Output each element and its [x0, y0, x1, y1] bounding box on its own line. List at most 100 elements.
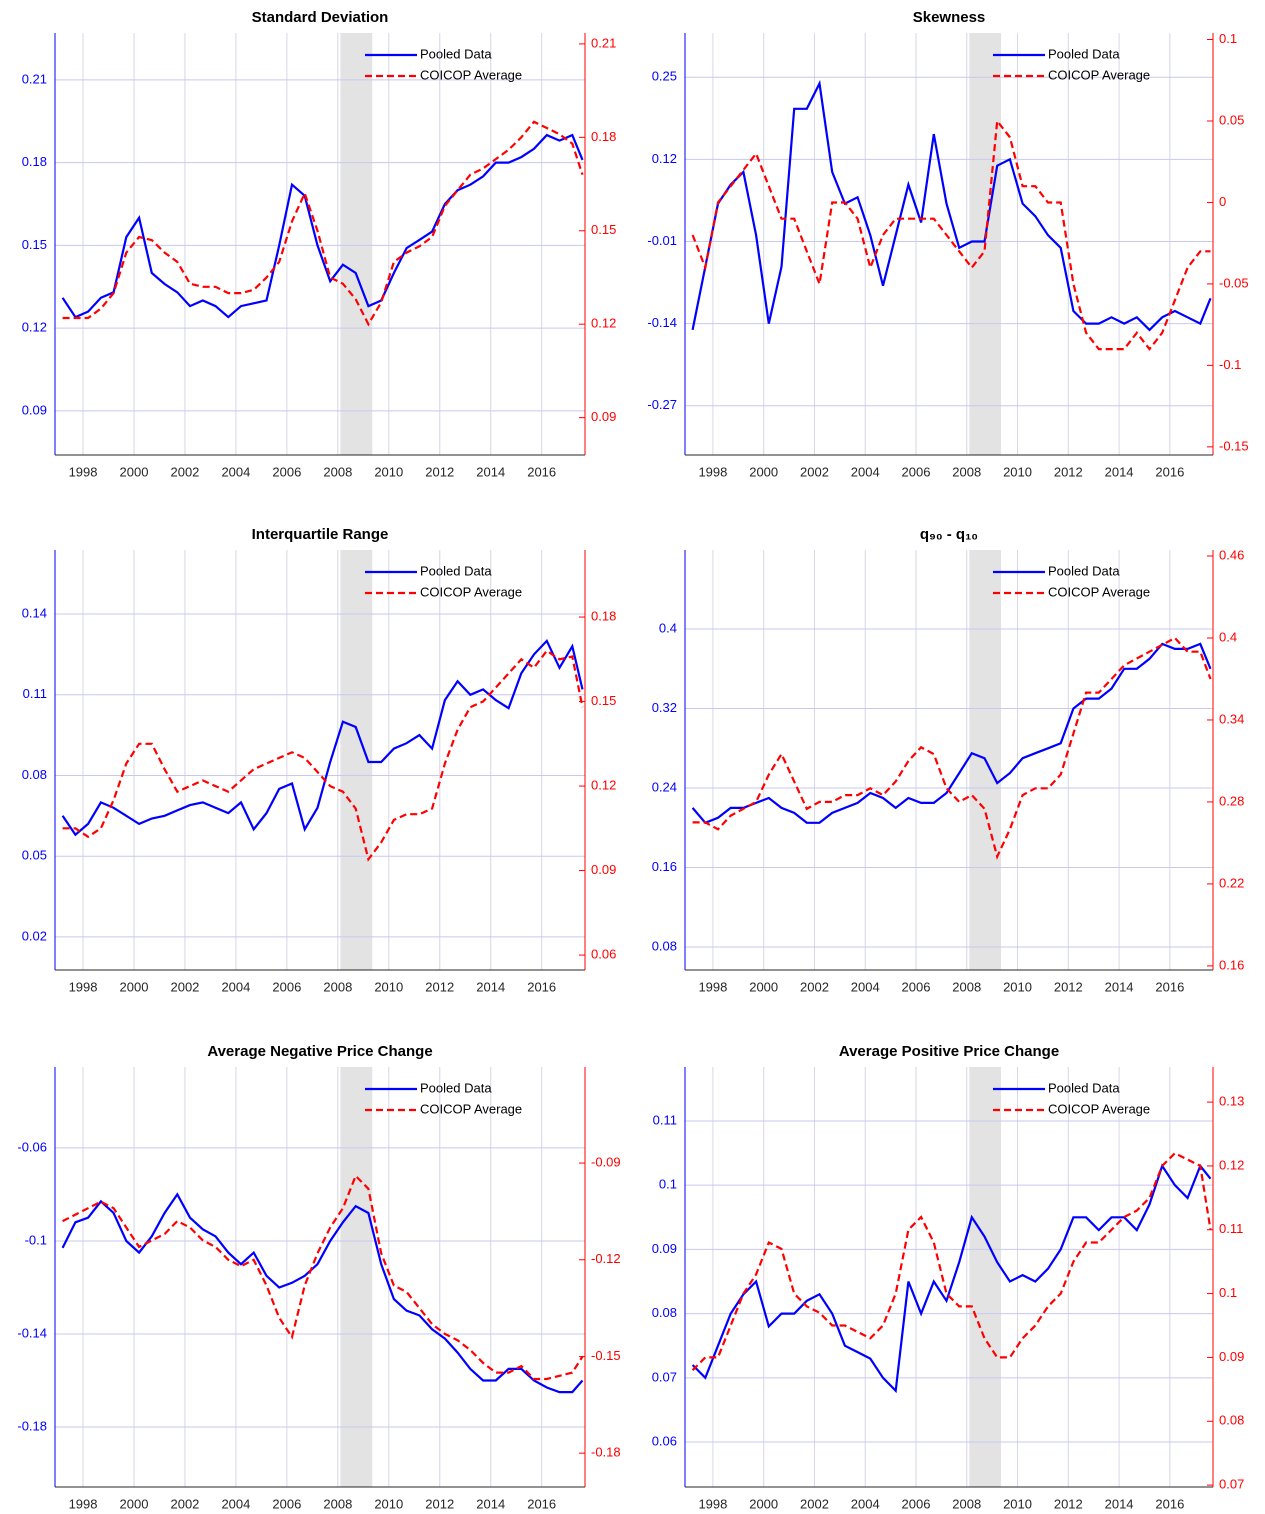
chart-title: Skewness — [913, 9, 986, 26]
x-tick-label: 2012 — [1054, 979, 1083, 994]
y2-tick-label: 0.15 — [591, 222, 616, 237]
series-line — [691, 118, 1211, 351]
y2-tick-label: 0.06 — [591, 947, 616, 962]
chart-title: Standard Deviation — [252, 9, 389, 26]
y2-tick-label: 0.05 — [1219, 112, 1244, 127]
legend-label: Pooled Data — [420, 1080, 492, 1095]
x-tick-label: 2002 — [800, 979, 829, 994]
x-tick-label: 2008 — [323, 1496, 352, 1511]
y2-tick-label: 0.21 — [591, 35, 616, 50]
x-tick-label: 2002 — [170, 1496, 199, 1511]
x-tick-label: 2010 — [374, 1496, 403, 1511]
x-tick-label: 2000 — [120, 464, 149, 479]
plot-area — [55, 550, 585, 970]
y2-tick-label: 0.12 — [1219, 1157, 1244, 1172]
x-tick-label: 2010 — [1003, 979, 1032, 994]
y-tick-label: -0.06 — [17, 1139, 47, 1154]
x-tick-label: 2012 — [425, 464, 454, 479]
y-tick-label: 0.12 — [22, 320, 47, 335]
series-line — [62, 120, 584, 327]
legend-label: Pooled Data — [420, 563, 492, 578]
y-tick-label: 0.08 — [22, 767, 47, 782]
x-tick-label: 1998 — [69, 979, 98, 994]
y-tick-label: 0.07 — [652, 1369, 677, 1384]
x-tick-label: 2006 — [902, 979, 931, 994]
y-tick-label: 0.12 — [652, 151, 677, 166]
y-tick-label: 0.06 — [652, 1433, 677, 1448]
x-tick-label: 1998 — [69, 464, 98, 479]
y-tick-label: -0.1 — [25, 1232, 47, 1247]
y-tick-label: 0.32 — [652, 700, 677, 715]
x-tick-label: 2006 — [902, 464, 931, 479]
y2-tick-label: -0.15 — [591, 1348, 621, 1363]
x-tick-label: 2012 — [425, 979, 454, 994]
legend-label: Pooled Data — [1048, 563, 1120, 578]
y-tick-label: 0.09 — [22, 402, 47, 417]
series-line — [61, 133, 584, 319]
y2-tick-label: 0.16 — [1219, 957, 1244, 972]
x-tick-label: 2008 — [323, 979, 352, 994]
legend-label: Pooled Data — [1048, 1080, 1120, 1095]
y2-tick-label: 0.46 — [1219, 547, 1244, 562]
y-tick-label: 0.1 — [659, 1177, 677, 1192]
y2-tick-label: 0.08 — [1219, 1413, 1244, 1428]
x-tick-label: 2014 — [1105, 464, 1134, 479]
series-line — [691, 1151, 1212, 1371]
x-tick-label: 1998 — [69, 1496, 98, 1511]
x-tick-label: 1998 — [698, 1496, 727, 1511]
legend-label: COICOP Average — [420, 584, 522, 599]
y-tick-label: 0.16 — [652, 859, 677, 874]
y-tick-label: -0.01 — [647, 233, 677, 248]
y2-tick-label: 0.09 — [591, 409, 616, 424]
x-tick-label: 2008 — [952, 464, 981, 479]
x-tick-label: 2008 — [323, 464, 352, 479]
x-tick-label: 2016 — [1155, 464, 1184, 479]
x-tick-label: 2012 — [1054, 1496, 1083, 1511]
legend-label: Pooled Data — [420, 46, 492, 61]
x-tick-label: 2008 — [952, 979, 981, 994]
y2-tick-label: -0.12 — [591, 1251, 621, 1266]
y-tick-label: 0.09 — [652, 1241, 677, 1256]
x-tick-label: 1998 — [698, 979, 727, 994]
x-tick-label: 2008 — [952, 1496, 981, 1511]
x-tick-label: 2004 — [221, 1496, 250, 1511]
x-tick-label: 2014 — [1105, 1496, 1134, 1511]
y-tick-label: 0.21 — [22, 71, 47, 86]
x-tick-label: 2004 — [221, 464, 250, 479]
y2-tick-label: 0.34 — [1219, 711, 1244, 726]
x-tick-label: 2004 — [851, 979, 880, 994]
y2-tick-label: 0.22 — [1219, 875, 1244, 890]
x-tick-label: 2012 — [425, 1496, 454, 1511]
y-tick-label: 0.05 — [22, 848, 47, 863]
x-tick-label: 2016 — [527, 979, 556, 994]
x-tick-label: 2000 — [749, 1496, 778, 1511]
y2-tick-label: 0.09 — [1219, 1349, 1244, 1364]
x-tick-label: 2002 — [800, 1496, 829, 1511]
recession-shade — [969, 1067, 1002, 1487]
y2-tick-label: -0.05 — [1219, 275, 1249, 290]
legend-label: COICOP Average — [420, 67, 522, 82]
x-tick-label: 2006 — [272, 1496, 301, 1511]
y-tick-label: -0.14 — [17, 1325, 47, 1340]
y-tick-label: 0.02 — [22, 928, 47, 943]
series-line — [62, 1173, 584, 1381]
y2-tick-label: 0.28 — [1219, 793, 1244, 808]
plot-area — [685, 550, 1213, 970]
chart-title: Average Positive Price Change — [839, 1043, 1059, 1060]
x-tick-label: 2014 — [1105, 979, 1134, 994]
y2-tick-label: 0.07 — [1219, 1477, 1244, 1492]
x-tick-label: 2000 — [749, 979, 778, 994]
series-line — [61, 638, 584, 837]
y-tick-label: 0.25 — [652, 69, 677, 84]
y2-tick-label: 0.09 — [591, 862, 616, 877]
y2-tick-label: 0.12 — [591, 316, 616, 331]
x-tick-label: 2006 — [272, 979, 301, 994]
x-tick-label: 2014 — [476, 464, 505, 479]
series-line — [692, 636, 1212, 860]
y-tick-label: -0.27 — [647, 397, 677, 412]
x-tick-label: 1998 — [698, 464, 727, 479]
legend-label: COICOP Average — [420, 1101, 522, 1116]
plot-area — [55, 1067, 585, 1487]
plot-area — [685, 1067, 1213, 1487]
